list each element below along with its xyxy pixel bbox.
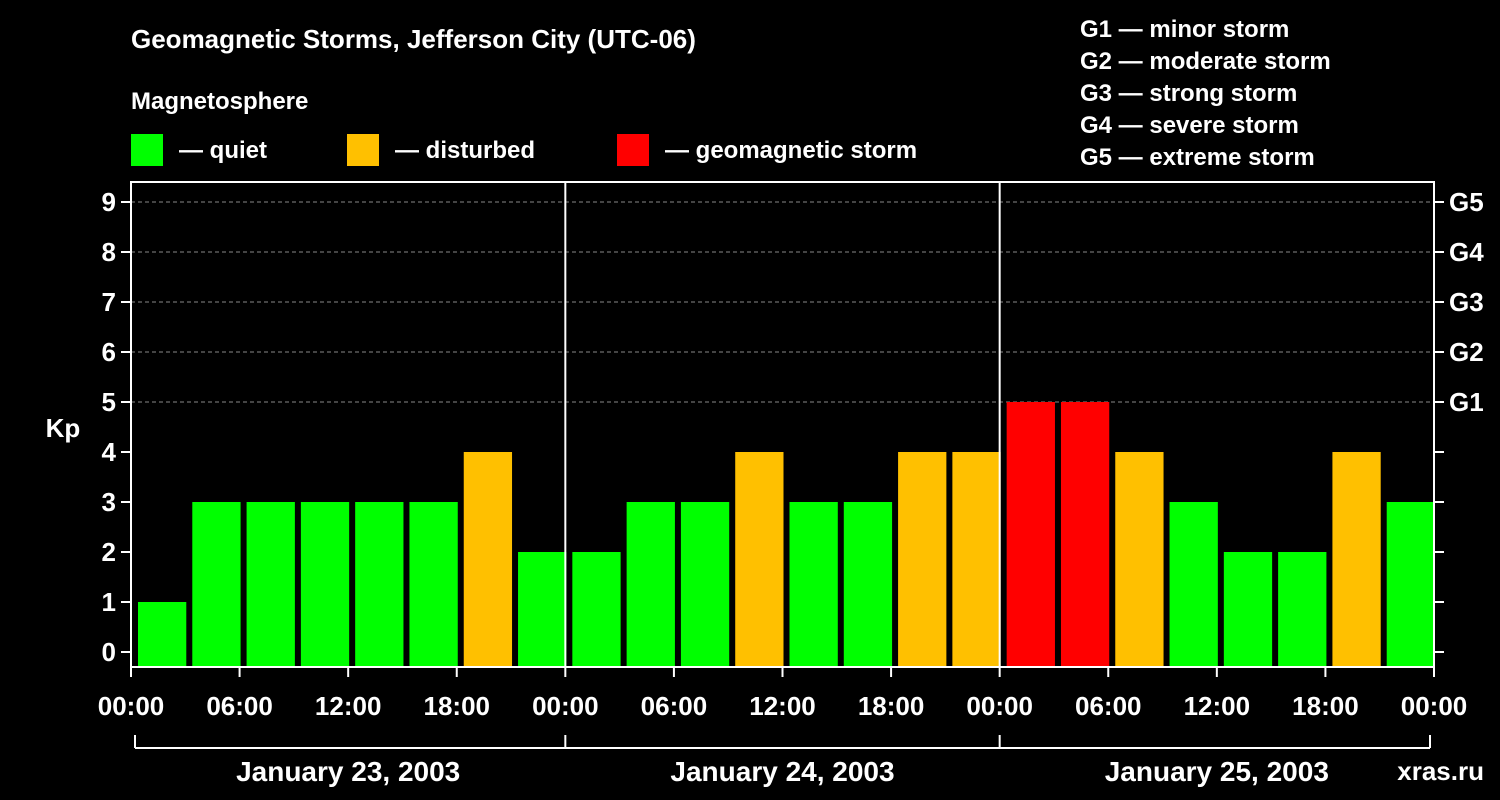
bar-kp	[1332, 452, 1381, 667]
legend-label-disturbed: — disturbed	[395, 137, 535, 164]
bar-kp	[300, 502, 350, 667]
x-tick-label: 00:00	[1401, 691, 1468, 721]
y-tick-label: 9	[102, 187, 116, 217]
legend-swatch-quiet	[131, 134, 163, 166]
day-label: January 25, 2003	[1105, 756, 1329, 787]
x-tick-label: 18:00	[858, 691, 925, 721]
bar-kp	[735, 452, 784, 667]
grid-lines	[131, 201, 1434, 403]
x-tick-label: 06:00	[1075, 691, 1142, 721]
y-tick-label: 3	[102, 487, 116, 517]
g-level-label: G4	[1449, 237, 1484, 267]
bar-kp	[952, 452, 1001, 667]
color-legend: — quiet — disturbed — geomagnetic storm	[131, 134, 917, 166]
scale-legend-g1: G1 — minor storm	[1080, 16, 1289, 43]
scale-legend-g4: G4 — severe storm	[1080, 112, 1299, 139]
y-tick-label: 5	[102, 387, 116, 417]
scale-legend-g3: G3 — strong storm	[1080, 80, 1297, 107]
chart-title: Geomagnetic Storms, Jefferson City (UTC-…	[131, 24, 696, 54]
axes: 0 1 2 3 4 5 6 7 8 9 G1 G2 G3 G4 G5 00:00 06:00 12:00 18:00…	[98, 181, 1484, 787]
legend-label-quiet: — quiet	[179, 137, 267, 164]
bar-kp	[463, 452, 513, 667]
bar-kp	[192, 502, 241, 667]
bar-kp	[1006, 402, 1055, 667]
g-level-label: G5	[1449, 187, 1484, 217]
bar-kp	[898, 452, 947, 667]
scale-legend-g5: G5 — extreme storm	[1080, 144, 1315, 171]
y-tick-label: 7	[102, 287, 116, 317]
chart-subtitle: Magnetosphere	[131, 88, 308, 115]
bar-kp	[518, 552, 567, 667]
bar-kp	[572, 552, 621, 667]
g-level-label: G2	[1449, 337, 1484, 367]
bar-kp	[1278, 552, 1327, 667]
bar-kp	[843, 502, 893, 667]
day-label: January 23, 2003	[236, 756, 460, 787]
x-tick-label: 00:00	[532, 691, 599, 721]
bar-kp	[626, 502, 675, 667]
y-axis-label: Kp	[46, 413, 81, 443]
day-label: January 24, 2003	[670, 756, 894, 787]
x-tick-label: 18:00	[424, 691, 491, 721]
bar-kp	[355, 502, 404, 667]
x-tick-label: 12:00	[749, 691, 816, 721]
x-tick-label: 12:00	[315, 691, 382, 721]
legend-swatch-disturbed	[347, 134, 379, 166]
bar-kp	[1169, 502, 1218, 667]
x-tick-label: 00:00	[98, 691, 165, 721]
scale-legend-g2: G2 — moderate storm	[1080, 48, 1331, 75]
bar-kp	[409, 502, 458, 667]
bar-kp	[1386, 502, 1435, 667]
bar-kp	[1060, 402, 1110, 667]
bar-kp	[680, 502, 730, 667]
y-tick-label: 2	[102, 537, 116, 567]
g-level-label: G1	[1449, 387, 1484, 417]
g-scale-legend: G1 — minor storm G2 — moderate storm G3 …	[1080, 16, 1331, 171]
y-tick-label: 1	[102, 587, 116, 617]
x-tick-label: 00:00	[966, 691, 1033, 721]
x-tick-label: 06:00	[641, 691, 708, 721]
bar-kp	[246, 502, 295, 667]
y-tick-label: 4	[102, 437, 117, 467]
y-tick-label: 8	[102, 237, 116, 267]
x-tick-label: 18:00	[1292, 691, 1359, 721]
y-tick-label: 0	[102, 637, 116, 667]
bar-kp	[1223, 552, 1273, 667]
bar-kp	[138, 602, 187, 667]
bars	[138, 402, 1435, 667]
bar-kp	[1115, 452, 1164, 667]
g-level-label: G3	[1449, 287, 1484, 317]
watermark: xras.ru	[1397, 756, 1484, 786]
bar-kp	[789, 502, 838, 667]
legend-swatch-storm	[617, 134, 649, 166]
x-tick-label: 06:00	[206, 691, 273, 721]
y-tick-label: 6	[102, 337, 116, 367]
x-tick-label: 12:00	[1184, 691, 1251, 721]
legend-label-storm: — geomagnetic storm	[665, 137, 917, 164]
